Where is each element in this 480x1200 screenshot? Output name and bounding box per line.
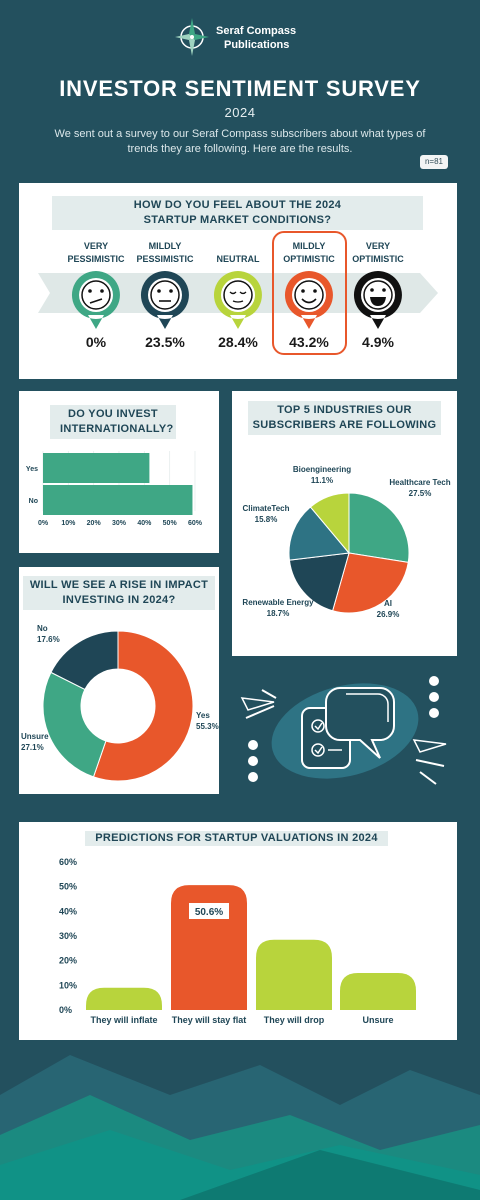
y-category-label: Yes bbox=[26, 466, 38, 473]
data-label-box bbox=[189, 903, 229, 919]
pie-slice-renewable-energy bbox=[288, 552, 350, 612]
bar-no bbox=[43, 485, 193, 515]
x-tick-label: 60% bbox=[188, 520, 203, 527]
intro-text: We sent out a survey to our Seraf Compas… bbox=[54, 128, 426, 155]
donut-label-no: No 17.6% bbox=[37, 624, 60, 644]
y-category-label: No bbox=[29, 498, 38, 505]
pie-slice-climatetech bbox=[288, 506, 350, 561]
y-tick-label: 10% bbox=[59, 980, 77, 990]
data-label: 50.6% bbox=[195, 907, 223, 918]
x-tick-label: 40% bbox=[137, 520, 152, 527]
pie-label-climate: ClimateTech 15.8% bbox=[242, 504, 290, 524]
pie-label-bio: Bioengineering 11.1% bbox=[292, 465, 352, 485]
industries-title: TOP 5 INDUSTRIES OUR SUBSCRIBERS ARE FOL… bbox=[248, 401, 441, 435]
compass-logo bbox=[175, 18, 209, 56]
sentiment-percent: 0% bbox=[85, 334, 107, 350]
sentiment-percent: 28.4% bbox=[218, 334, 258, 350]
valuations-card: PREDICTIONS FOR STARTUP VALUATIONS IN 20… bbox=[19, 822, 457, 1040]
y-tick-label: 20% bbox=[59, 956, 77, 966]
highlight-box bbox=[272, 231, 347, 355]
sentiment-option-label: MILDLY OPTIMISTIC bbox=[283, 241, 335, 264]
industries-pie-chart bbox=[288, 492, 410, 614]
x-tick-label: 50% bbox=[163, 520, 178, 527]
y-tick-label: 60% bbox=[59, 857, 77, 867]
pie-label-renewable: Renewable Energy 18.7% bbox=[242, 598, 314, 618]
donut-slice-unsure bbox=[42, 671, 107, 778]
smile-face-icon bbox=[284, 271, 333, 329]
impact-title: WILL WE SEE A RISE IN IMPACT INVESTING I… bbox=[23, 576, 215, 610]
x-category-label: Unsure bbox=[362, 1015, 393, 1025]
sentiment-percent: 43.2% bbox=[289, 334, 329, 350]
pie-slice-bioengineering bbox=[309, 492, 350, 555]
chat-bubbles-illustration bbox=[240, 676, 447, 785]
valuation-bar bbox=[86, 987, 162, 1010]
y-tick-label: 0% bbox=[59, 1005, 72, 1015]
x-category-label: They will drop bbox=[264, 1015, 325, 1025]
intl-title: DO YOU INVEST INTERNATIONALLY? bbox=[50, 405, 176, 439]
sentiment-question: HOW DO YOU FEEL ABOUT THE 2024 STARTUP M… bbox=[52, 196, 423, 230]
x-tick-label: 20% bbox=[87, 520, 102, 527]
x-tick-label: 30% bbox=[112, 520, 127, 527]
sentiment-option-label: VERY OPTIMISTIC bbox=[352, 241, 404, 264]
pie-slice-ai bbox=[332, 552, 409, 614]
x-category-label: They will inflate bbox=[90, 1015, 157, 1025]
sentiment-option-label: NEUTRAL bbox=[216, 254, 260, 264]
grin-face-icon bbox=[353, 271, 402, 329]
y-tick-label: 30% bbox=[59, 931, 77, 941]
sentiment-percent: 23.5% bbox=[145, 334, 185, 350]
footer-mountains bbox=[0, 1055, 480, 1200]
intl-bar-chart: 0% 10% 20% 30% 40% 50% 60% Yes No bbox=[26, 451, 203, 527]
industries-card: TOP 5 INDUSTRIES OUR SUBSCRIBERS ARE FOL… bbox=[232, 391, 457, 656]
survey-year: 2024 bbox=[224, 105, 256, 120]
y-tick-label: 40% bbox=[59, 906, 77, 916]
y-tick-label: 50% bbox=[59, 882, 77, 892]
frown-face-icon bbox=[71, 271, 120, 329]
sample-size-badge: n=81 bbox=[420, 155, 448, 169]
sentiment-option-label: VERY PESSIMISTIC bbox=[67, 241, 125, 264]
intl-card: DO YOU INVEST INTERNATIONALLY? 0% 10% 20% 3… bbox=[19, 391, 219, 553]
sentiment-option-label: MILDLY PESSIMISTIC bbox=[136, 241, 194, 264]
valuations-bar-chart: 0% 10% 20% 30% 40% 50% 60% They will inflate The… bbox=[59, 857, 416, 1025]
bar-yes bbox=[43, 453, 150, 483]
donut-label-unsure: Unsure 27.1% bbox=[21, 732, 49, 752]
pie-label-ai: AI 26.9% bbox=[376, 599, 400, 619]
pie-label-healthcare: Healthcare Tech 27.5% bbox=[389, 478, 451, 498]
page-title: INVESTOR SENTIMENT SURVEY bbox=[59, 76, 421, 101]
donut-label-yes: Yes 55.3% bbox=[196, 711, 219, 731]
calm-face-icon bbox=[213, 271, 262, 329]
pie-slice-healthcare-tech bbox=[348, 492, 410, 563]
valuations-title: PREDICTIONS FOR STARTUP VALUATIONS IN 20… bbox=[85, 831, 388, 846]
x-category-label: They will stay flat bbox=[172, 1015, 247, 1025]
donut-slice-no bbox=[50, 630, 119, 691]
x-tick-label: 10% bbox=[61, 520, 76, 527]
brand-name: Seraf Compass Publications bbox=[216, 25, 297, 51]
impact-donut-chart bbox=[42, 630, 194, 782]
x-tick-label: 0% bbox=[38, 520, 49, 527]
impact-card: WILL WE SEE A RISE IN IMPACT INVESTING I… bbox=[19, 567, 219, 794]
valuation-bar bbox=[340, 973, 416, 1010]
sentiment-card: HOW DO YOU FEEL ABOUT THE 2024 STARTUP M… bbox=[19, 183, 457, 379]
flat-face-icon bbox=[140, 271, 189, 329]
sentiment-percent: 4.9% bbox=[362, 334, 394, 350]
valuation-bar bbox=[256, 939, 332, 1010]
